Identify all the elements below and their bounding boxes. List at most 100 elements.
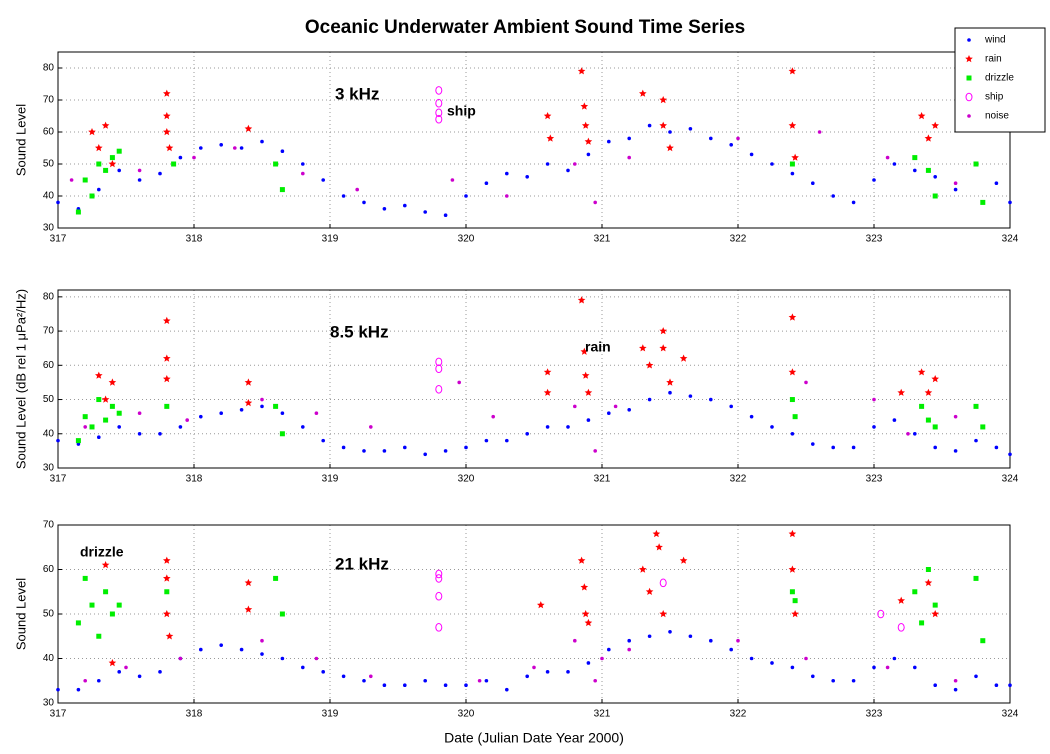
point bbox=[199, 146, 203, 150]
y-tick-label: 70 bbox=[43, 520, 55, 531]
drizzle-marker bbox=[789, 397, 795, 403]
drizzle-marker bbox=[980, 199, 986, 205]
rain-marker bbox=[931, 375, 939, 383]
point bbox=[83, 425, 87, 429]
point bbox=[831, 445, 835, 450]
point bbox=[56, 200, 60, 205]
rain-marker bbox=[581, 121, 590, 129]
x-tick-label: 320 bbox=[458, 709, 475, 720]
point bbox=[647, 397, 652, 402]
point bbox=[885, 155, 890, 160]
drizzle-marker bbox=[109, 403, 115, 409]
point bbox=[736, 136, 740, 141]
point bbox=[573, 404, 577, 409]
point bbox=[811, 442, 815, 446]
drizzle-marker bbox=[925, 167, 931, 173]
rain-marker bbox=[244, 378, 253, 386]
point bbox=[525, 674, 529, 679]
plot-frame bbox=[57, 289, 1011, 469]
x-axis-label: Date (Julian Date Year 2000) bbox=[444, 730, 624, 746]
rain-marker bbox=[791, 153, 799, 161]
point bbox=[219, 643, 223, 647]
point bbox=[260, 397, 264, 402]
ship-marker bbox=[435, 357, 443, 367]
point bbox=[566, 670, 570, 674]
point bbox=[484, 438, 489, 443]
point bbox=[607, 647, 611, 652]
rain-marker bbox=[584, 618, 593, 627]
point bbox=[729, 404, 733, 409]
point bbox=[953, 181, 958, 185]
point bbox=[593, 449, 597, 453]
y-tick-label: 30 bbox=[43, 223, 55, 234]
point bbox=[341, 445, 346, 450]
drizzle-marker bbox=[96, 397, 102, 403]
point bbox=[117, 425, 121, 429]
legend-label: rain bbox=[985, 54, 1002, 65]
point bbox=[83, 678, 87, 683]
point bbox=[403, 445, 407, 450]
y-tick-label: 60 bbox=[43, 127, 55, 138]
rain-marker bbox=[666, 378, 674, 386]
chart-title: Oceanic Underwater Ambient Sound Time Se… bbox=[305, 17, 745, 38]
point bbox=[994, 445, 999, 450]
point bbox=[525, 431, 529, 436]
point bbox=[355, 187, 360, 192]
point bbox=[239, 146, 244, 150]
drizzle-marker bbox=[925, 417, 931, 423]
point bbox=[627, 155, 631, 160]
legend-label: noise bbox=[985, 111, 1009, 122]
point bbox=[369, 674, 373, 679]
point bbox=[573, 162, 577, 166]
point bbox=[423, 678, 428, 683]
x-tick-label: 319 bbox=[322, 474, 339, 485]
drizzle-marker bbox=[89, 424, 95, 430]
ship-marker bbox=[435, 98, 443, 108]
rain-marker bbox=[244, 605, 253, 613]
point bbox=[688, 394, 693, 398]
rain-marker bbox=[645, 587, 654, 595]
ship-marker bbox=[435, 574, 443, 583]
drizzle-marker bbox=[789, 589, 795, 595]
point bbox=[76, 687, 81, 692]
point bbox=[1008, 200, 1012, 205]
point bbox=[953, 414, 958, 419]
point bbox=[239, 647, 244, 652]
plot-frame bbox=[57, 51, 1011, 229]
drizzle-marker bbox=[973, 403, 979, 409]
rain-marker bbox=[659, 96, 667, 104]
rain-marker bbox=[788, 121, 797, 129]
point bbox=[137, 411, 142, 416]
x-tick-label: 323 bbox=[866, 709, 883, 720]
point bbox=[423, 210, 428, 214]
point bbox=[280, 656, 285, 661]
point bbox=[933, 175, 937, 179]
plot-frame bbox=[57, 524, 1011, 704]
rain-marker bbox=[639, 344, 647, 352]
rain-marker bbox=[543, 112, 552, 120]
point bbox=[593, 678, 597, 683]
rain-marker bbox=[163, 316, 171, 324]
point bbox=[137, 431, 142, 436]
point bbox=[158, 431, 162, 436]
point bbox=[933, 445, 937, 450]
point bbox=[56, 687, 60, 692]
rain-marker bbox=[659, 121, 667, 129]
point bbox=[443, 449, 448, 453]
x-tick-label: 319 bbox=[322, 234, 339, 245]
point bbox=[362, 678, 366, 683]
point bbox=[627, 647, 631, 652]
point bbox=[872, 178, 876, 182]
rain-marker bbox=[95, 371, 103, 379]
rain-marker bbox=[788, 529, 797, 538]
drizzle-marker bbox=[171, 161, 177, 167]
drizzle-marker bbox=[973, 575, 979, 581]
drizzle-marker bbox=[103, 417, 109, 423]
drizzle-marker bbox=[273, 161, 279, 167]
point bbox=[76, 442, 81, 446]
point bbox=[219, 143, 223, 147]
x-tick-label: 318 bbox=[186, 474, 203, 485]
point bbox=[953, 678, 958, 683]
point bbox=[341, 674, 346, 679]
x-tick-label: 317 bbox=[50, 709, 67, 720]
